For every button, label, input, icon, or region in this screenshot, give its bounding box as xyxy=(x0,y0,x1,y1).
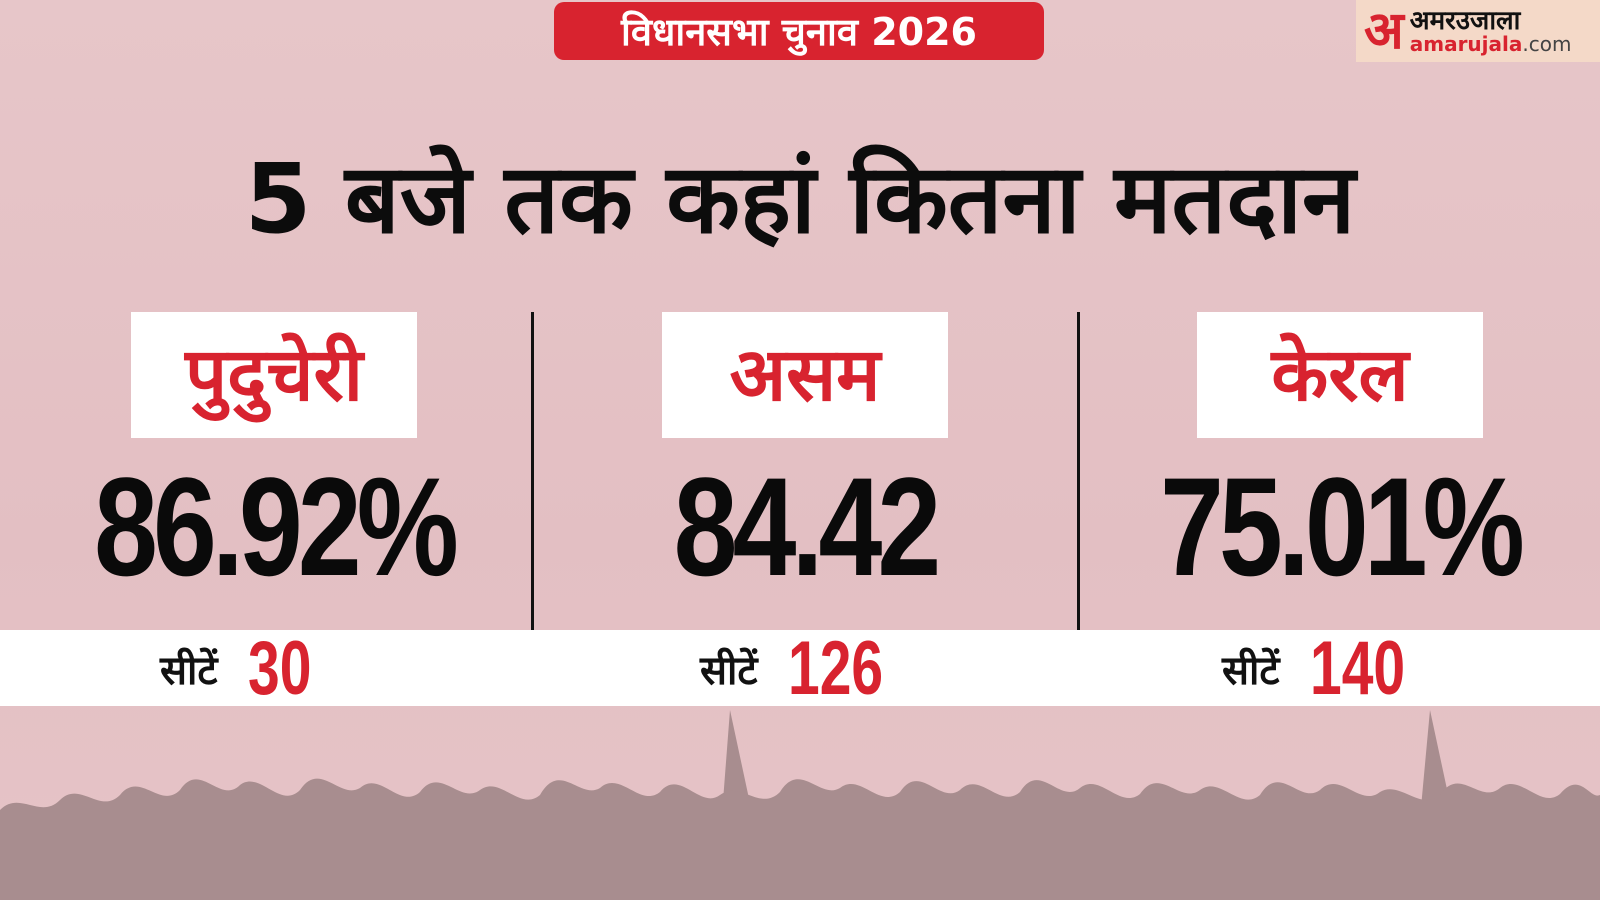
seats-band xyxy=(0,630,1600,706)
column-divider xyxy=(1077,312,1080,630)
turnout-percent: 84.42 xyxy=(673,448,942,605)
seats-label: सीटें xyxy=(1222,647,1280,694)
election-tag: विधानसभा चुनाव 2026 xyxy=(554,2,1044,60)
turnout-percent: 86.92% xyxy=(94,448,459,605)
seats-puducherry: सीटें 30 xyxy=(160,626,332,711)
logo-hindi-text: अमरउजाला xyxy=(1409,6,1521,36)
headline: 5 बजे तक कहां कितना मतदान xyxy=(244,143,1356,255)
column-divider xyxy=(531,312,534,630)
state-column-puducherry: पुदुचेरी 86.92% xyxy=(14,312,534,608)
logo-mark-icon: अ xyxy=(1364,1,1404,61)
seats-label: सीटें xyxy=(160,647,218,694)
state-column-kerala: केरल 75.01% xyxy=(1080,312,1600,608)
seats-count: 30 xyxy=(247,625,311,711)
logo-domain: amarujala.com xyxy=(1409,32,1572,56)
state-name: केरल xyxy=(1197,312,1483,438)
state-name: असम xyxy=(662,312,948,438)
crowd-silhouette-icon xyxy=(0,710,1600,900)
seats-label: सीटें xyxy=(700,647,758,694)
turnout-percent: 75.01% xyxy=(1160,448,1525,605)
amarujala-logo[interactable]: अ अमरउजाला amarujala.com xyxy=(1356,0,1600,62)
seats-count: 126 xyxy=(787,625,883,711)
seats-kerala: सीटें 140 xyxy=(1222,626,1436,711)
seats-assam: सीटें 126 xyxy=(700,626,914,711)
state-name: पुदुचेरी xyxy=(131,312,417,438)
state-column-assam: असम 84.42 xyxy=(545,312,1065,608)
seats-count: 140 xyxy=(1309,625,1405,711)
